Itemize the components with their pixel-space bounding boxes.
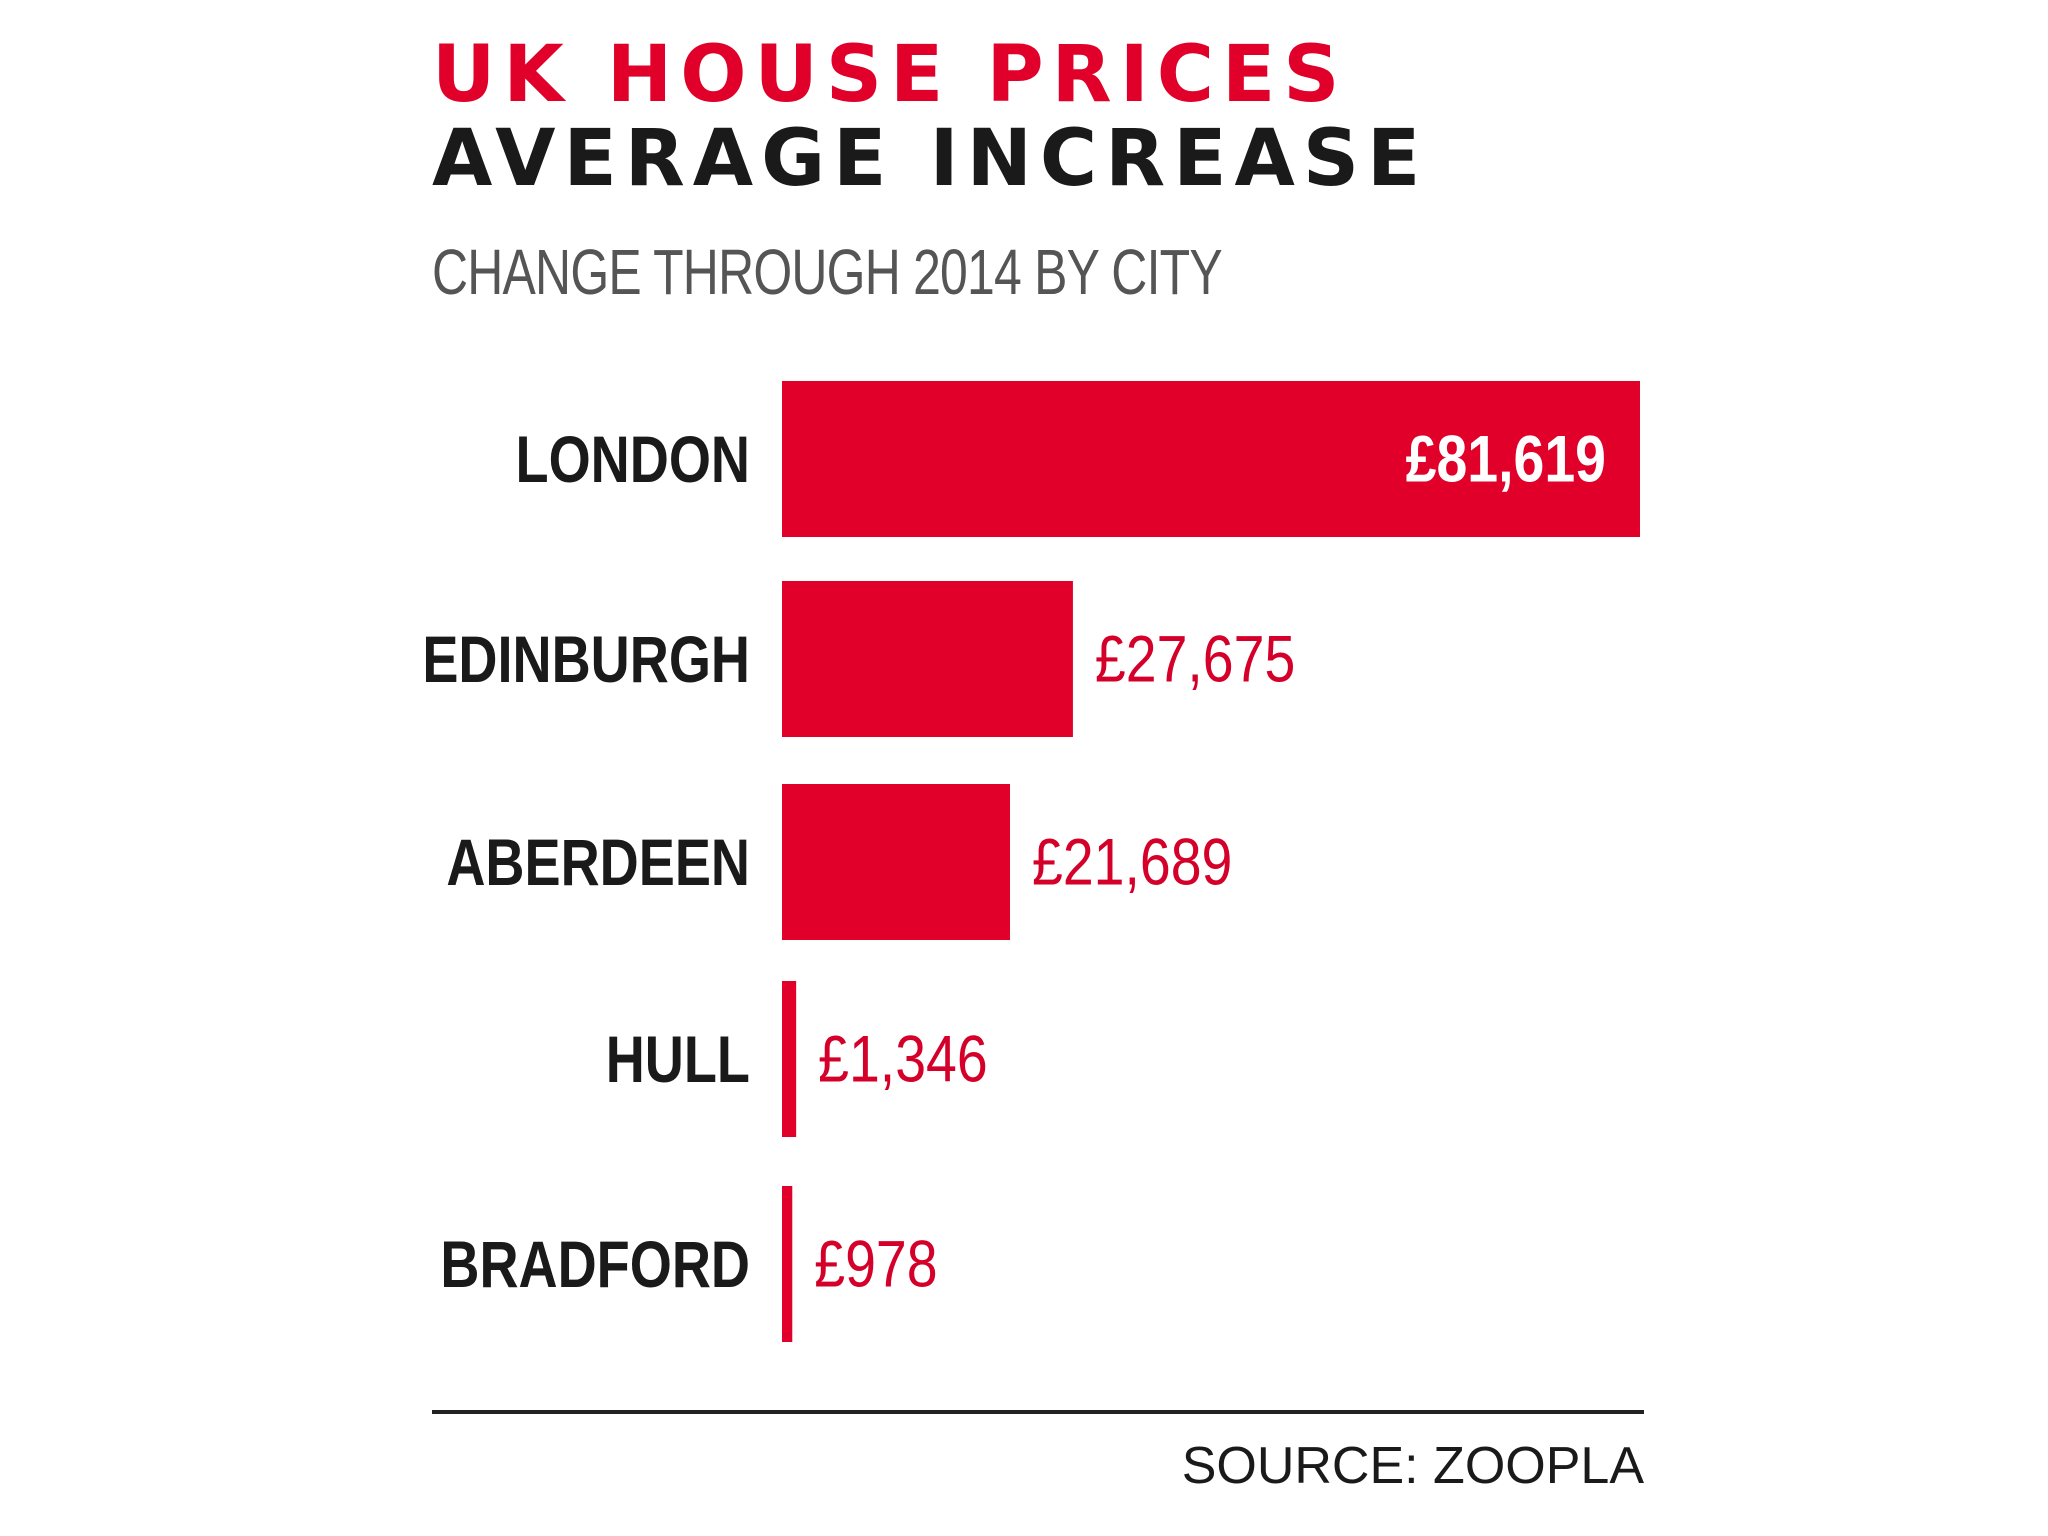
category-label: EDINBURGH (422, 622, 750, 696)
category-label: BRADFORD (440, 1227, 750, 1301)
chart-subtitle: CHANGE THROUGH 2014 BY CITY (432, 236, 1223, 308)
category-label: HULL (606, 1022, 750, 1096)
footer-rule (432, 1410, 1644, 1414)
bar (782, 381, 1640, 537)
category-label: LONDON (516, 422, 750, 496)
value-label: £27,675 (1095, 622, 1295, 696)
category-label: ABERDEEN (446, 825, 750, 899)
bar (782, 784, 1011, 940)
chart-title-line2: AVERAGE INCREASE (432, 114, 1429, 204)
bar (782, 581, 1073, 737)
bar (782, 981, 797, 1137)
bar (782, 1186, 793, 1342)
value-label: £1,346 (818, 1022, 988, 1096)
value-label: £21,689 (1032, 825, 1232, 899)
value-label: £978 (814, 1227, 937, 1301)
chart-title-line1: UK HOUSE PRICES (432, 30, 1348, 120)
bar-chart: LONDON £81,619 EDINBURGH £27,675 ABERDEEN £21… (422, 381, 1640, 1342)
source-note: SOURCE: ZOOPLA (1181, 1437, 1644, 1495)
value-label: £81,619 (1406, 422, 1606, 496)
